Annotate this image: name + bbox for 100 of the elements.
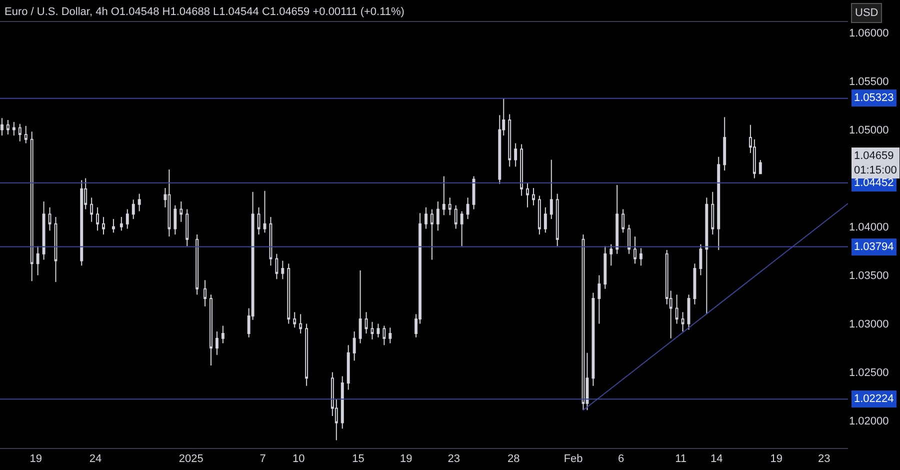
candlestick [364, 312, 368, 334]
x-tick-label: 2025 [178, 453, 204, 466]
x-tick-label: 14 [710, 453, 723, 466]
ref-line-label: 1.03794 [854, 241, 894, 253]
y-tick-label: 1.06000 [849, 28, 889, 40]
y-tick-label: 1.02500 [849, 367, 889, 380]
candlestick [382, 325, 386, 346]
candlestick [640, 248, 642, 266]
candlestick [112, 218, 115, 234]
candlestick [532, 187, 535, 206]
candlestick [48, 206, 52, 232]
candlestick [448, 197, 452, 216]
candlestick [305, 323, 308, 386]
candlestick [610, 244, 613, 266]
candlestick [340, 376, 344, 430]
x-tick-label: 11 [675, 453, 686, 466]
candlestick [699, 244, 702, 276]
ref-line-label: 1.05323 [854, 92, 894, 104]
y-tick-label: 1.03500 [849, 270, 889, 282]
candlestick [36, 246, 40, 276]
y-tick-label: 1.05000 [849, 124, 889, 137]
candlestick [723, 116, 726, 171]
candlestick [550, 159, 553, 220]
y-tick-label: 1.05500 [849, 76, 889, 88]
y-tick-label: 1.03000 [849, 318, 889, 331]
candlestick [358, 270, 362, 344]
candlestick [138, 193, 141, 212]
candlestick [299, 314, 302, 334]
candlestick [90, 197, 94, 222]
candlestick [711, 191, 714, 236]
x-tick-label: Feb [564, 453, 583, 466]
candlestick [370, 321, 374, 340]
candlestick [466, 197, 470, 220]
x-tick-label: 19 [400, 453, 412, 466]
candlestick [520, 144, 524, 196]
candlestick [275, 253, 278, 280]
candlestick [544, 206, 547, 234]
candlestick [442, 176, 446, 216]
candlestick [514, 142, 518, 168]
candlestick [598, 274, 601, 324]
candlestick [263, 190, 266, 234]
candlestick [346, 344, 350, 390]
candlestick [126, 208, 129, 230]
candlestick [132, 199, 135, 220]
candlestick [352, 331, 356, 362]
x-tick-label: 19 [30, 453, 42, 466]
candlestick [18, 123, 22, 142]
ref-line-label: 1.04452 [854, 177, 894, 189]
x-tick-label: 19 [770, 453, 782, 466]
text: 1.04659 01:15:00 [854, 150, 897, 176]
candlestick [693, 263, 696, 305]
candlestick [12, 121, 16, 136]
candlestick [257, 206, 260, 236]
candlestick [216, 331, 218, 356]
candlestick [120, 216, 123, 232]
candlestick [174, 204, 177, 236]
x-tick-label: 23 [448, 453, 460, 466]
candlestick [204, 280, 207, 307]
candlestick [454, 204, 458, 230]
candlestick [210, 294, 212, 366]
text: USD [855, 7, 878, 19]
candlestick [717, 156, 720, 251]
candlestick [80, 180, 84, 266]
candlestick [592, 292, 595, 386]
candlestick [705, 197, 708, 315]
candlestick [430, 208, 434, 260]
x-tick-label: 6 [618, 453, 624, 466]
candlestick [0, 118, 4, 136]
candlestick [758, 159, 762, 174]
candlestick [681, 312, 684, 332]
candlestick [281, 260, 284, 280]
candlestick [604, 246, 607, 290]
candlestick [102, 216, 105, 236]
candlestick [436, 201, 440, 232]
candlestick [168, 169, 171, 237]
candlestick [30, 131, 34, 282]
candlestick [293, 312, 296, 328]
candlestick [221, 325, 224, 344]
candlestick [186, 208, 189, 247]
candlestick [538, 195, 541, 236]
x-tick-label: 23 [818, 453, 830, 466]
candlestick [96, 206, 100, 232]
candlestick [675, 294, 678, 324]
y-tick-label: 1.02000 [849, 416, 889, 428]
candlestick [54, 216, 58, 283]
candlestick [424, 206, 428, 230]
x-tick-label: 7 [260, 453, 266, 466]
ref-line-label: 1.02224 [854, 393, 894, 405]
candlestick [628, 224, 631, 254]
chart-title: Euro / U.S. Dollar, 4h O1.04548 H1.04688 L1.04544 C1.04659 +0.00111 (+0.11%) [4, 6, 404, 18]
candlestick [180, 201, 183, 222]
y-tick-label: 1.04000 [849, 222, 889, 234]
x-tick-label: 15 [352, 453, 364, 466]
candlestick [196, 234, 199, 296]
x-tick-label: 24 [89, 453, 102, 466]
candlestick [460, 210, 464, 247]
candlestick [634, 236, 636, 264]
x-tick-label: 28 [507, 453, 520, 466]
candlestick [556, 193, 559, 247]
x-tick-label: 10 [292, 453, 305, 466]
